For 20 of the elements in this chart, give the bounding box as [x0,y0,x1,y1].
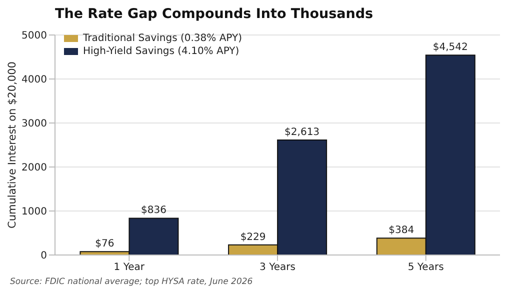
data-label: $384 [388,225,414,236]
legend-label: High-Yield Savings (4.10% APY) [83,45,240,58]
data-label: $836 [140,205,166,216]
data-label: $4,542 [432,42,468,54]
y-axis-title: Cumulative Interest on $20,000 [6,62,19,228]
x-tick-label: 5 Years [408,262,444,274]
y-tick-label: 5000 [22,30,47,42]
y-tick-label: 0 [40,250,47,262]
x-tick-label: 1 Year [114,262,146,274]
source-note: Source: FDIC national average; top HYSA rate, June 2026 [10,277,253,287]
legend-label: Traditional Savings (0.38% APY) [83,32,242,45]
y-tick-label: 3000 [22,118,47,130]
y-tick-label: 4000 [22,74,47,86]
data-label: $76 [95,238,114,250]
y-tick-label: 2000 [22,162,47,174]
x-tick-label: 3 Years [260,262,296,274]
data-label: $229 [240,232,266,243]
chart-title: The Rate Gap Compounds Into Thousands [55,6,374,22]
data-label: $2,613 [284,127,320,138]
y-tick-label: 1000 [22,206,47,218]
